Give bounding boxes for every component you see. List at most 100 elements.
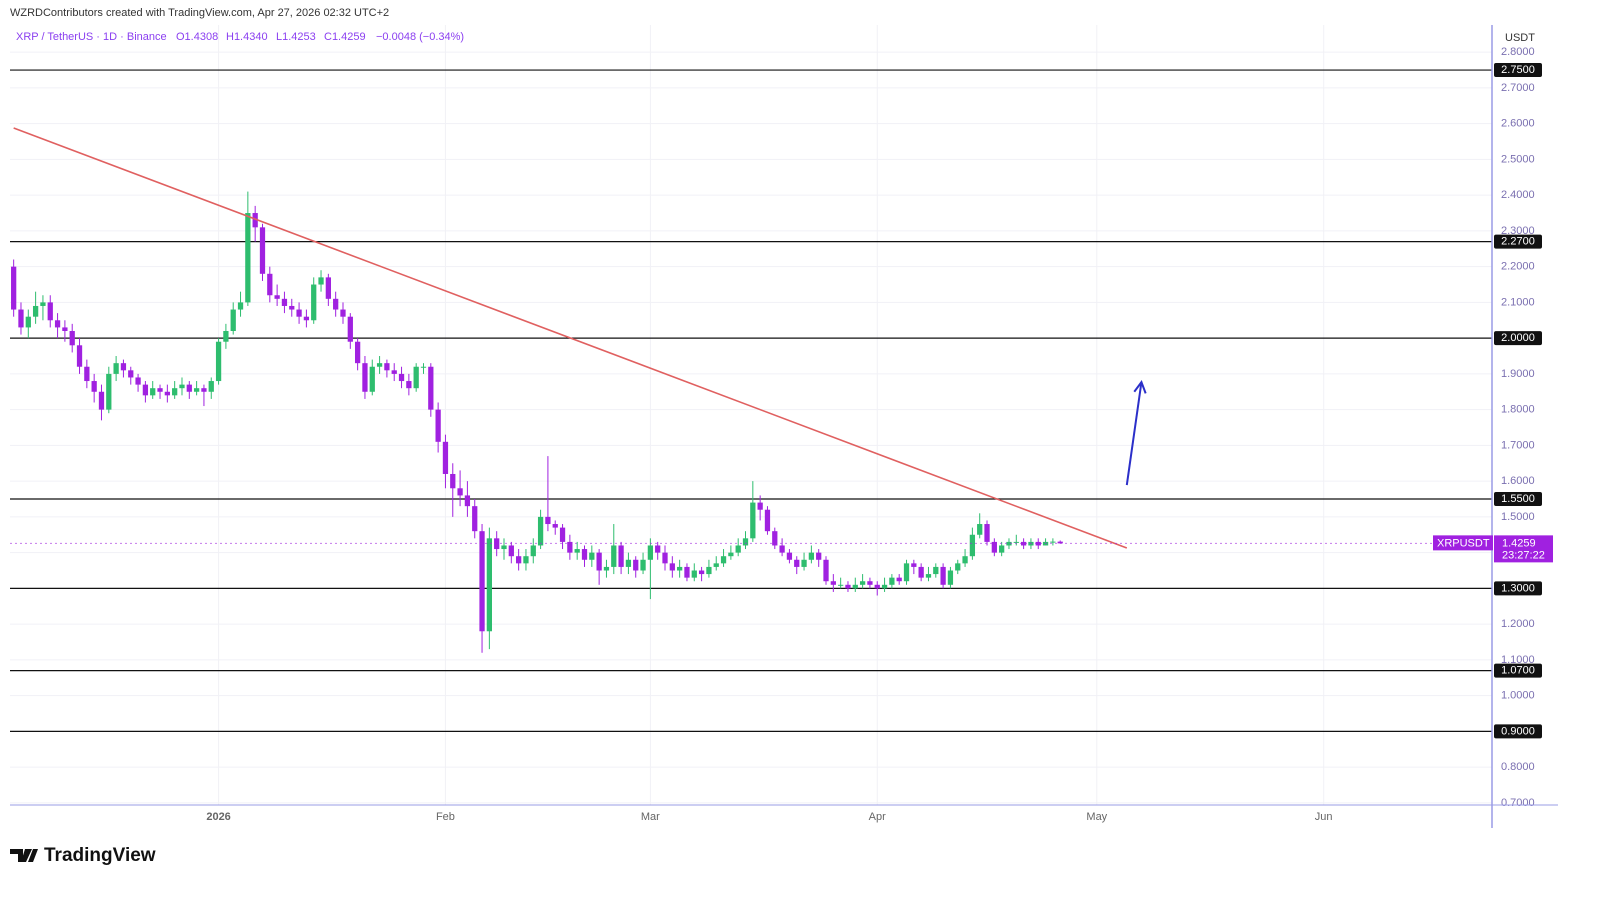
candle-body (223, 330, 229, 342)
candle-body (98, 391, 105, 410)
candle-body (772, 531, 778, 546)
candle-body (684, 566, 690, 578)
price-symbol-box (1433, 535, 1493, 551)
candle-body (128, 370, 134, 378)
candle-body (376, 363, 383, 367)
price-value-box (1494, 535, 1553, 563)
candle-body (259, 227, 266, 274)
candle-body (691, 570, 697, 578)
candle-body (464, 495, 471, 507)
candle-body (164, 391, 170, 396)
candle-body (874, 584, 880, 589)
candle-body (237, 302, 244, 310)
y-tick-label: 2.2000 (1501, 261, 1535, 273)
candle-body (18, 309, 24, 328)
candle-body (398, 373, 405, 382)
y-tick-label: 2.5000 (1501, 153, 1535, 165)
trendline (13, 127, 1128, 549)
candle-body (32, 305, 39, 317)
levels (10, 69, 1492, 732)
candle-body (677, 566, 683, 571)
candle-body (706, 566, 712, 575)
candle-body (91, 381, 97, 392)
candle-body (457, 488, 463, 496)
legend-high: H1.4340 (226, 31, 268, 43)
candle-body (545, 516, 551, 525)
candle-body (537, 516, 544, 546)
level-label: 2.2700 (1501, 236, 1535, 248)
level-label-box (1494, 63, 1542, 78)
y-tick-label: 1.9000 (1501, 368, 1535, 380)
candle-body (208, 381, 214, 392)
candle-body (1013, 541, 1019, 543)
candle-body (516, 556, 522, 564)
candle-body (186, 384, 192, 392)
candle-body (501, 545, 507, 550)
candle-body (311, 284, 317, 321)
candle-body (611, 545, 617, 567)
x-tick-label: Mar (641, 811, 660, 823)
candle-body (750, 502, 756, 539)
x-tick-label: May (1086, 811, 1107, 823)
candle-body (318, 277, 324, 285)
legend-open: O1.4308 (176, 31, 218, 43)
candle-body (633, 559, 639, 571)
y-tick-label: 1.8000 (1501, 404, 1535, 416)
credit: WZRDContributors created with TradingVie… (10, 7, 389, 19)
candle-body (859, 581, 866, 585)
candle-body (362, 363, 368, 392)
y-tick-label: 2.6000 (1501, 118, 1535, 130)
level-label-box (1494, 492, 1542, 507)
candle-body (62, 327, 68, 331)
candle-body (764, 509, 771, 532)
candle-body (742, 538, 749, 546)
candle-body (296, 309, 302, 317)
candle-body (581, 549, 588, 560)
candle-body (179, 384, 185, 389)
legend-symbol: XRP / TetherUS · 1D · Binance (16, 31, 167, 43)
y-tick-label: 1.1000 (1501, 654, 1535, 666)
candle-body (369, 366, 375, 392)
level-label: 1.3000 (1501, 582, 1535, 594)
candle-body (794, 559, 800, 567)
candle-body (735, 545, 741, 553)
candle-body (450, 473, 456, 489)
level-label: 1.0700 (1501, 664, 1535, 676)
candle-body (40, 302, 46, 306)
candle-body (1057, 541, 1063, 544)
candle-body (472, 506, 478, 532)
candle-body (252, 213, 258, 228)
candle-body (830, 581, 836, 585)
level-label: 0.9000 (1501, 725, 1535, 737)
brand-name: TradingView (44, 845, 156, 866)
candle-body (552, 524, 558, 528)
candle-body (625, 559, 632, 567)
candle-body (303, 316, 310, 321)
candle-body (172, 388, 178, 396)
candle-body (193, 388, 200, 392)
level-label-box (1494, 331, 1542, 346)
candle-body (940, 566, 946, 585)
candle-body (933, 566, 939, 575)
candle-body (76, 345, 83, 367)
candle-body (969, 534, 976, 557)
candle-body (925, 574, 932, 578)
candle-body (728, 552, 734, 557)
candle-body (406, 381, 412, 389)
candle-body (113, 363, 119, 374)
candle-body (757, 502, 763, 510)
y-tick-label: 1.2000 (1501, 618, 1535, 630)
candle-body (442, 441, 449, 474)
candle-body (823, 559, 829, 582)
candle-body (977, 524, 983, 535)
candle-body (486, 538, 492, 632)
candle-body (596, 552, 602, 571)
candle-body (903, 563, 910, 582)
y-tick-label: 2.3000 (1501, 225, 1535, 237)
candle-body (230, 309, 236, 331)
candle-body (808, 552, 815, 560)
candle-body (215, 341, 222, 382)
x-tick-label: Feb (436, 811, 455, 823)
candle-body (245, 213, 251, 303)
